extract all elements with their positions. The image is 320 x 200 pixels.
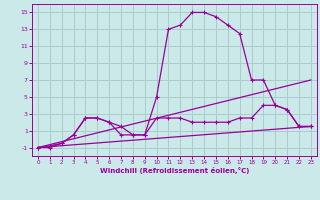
X-axis label: Windchill (Refroidissement éolien,°C): Windchill (Refroidissement éolien,°C) xyxy=(100,167,249,174)
